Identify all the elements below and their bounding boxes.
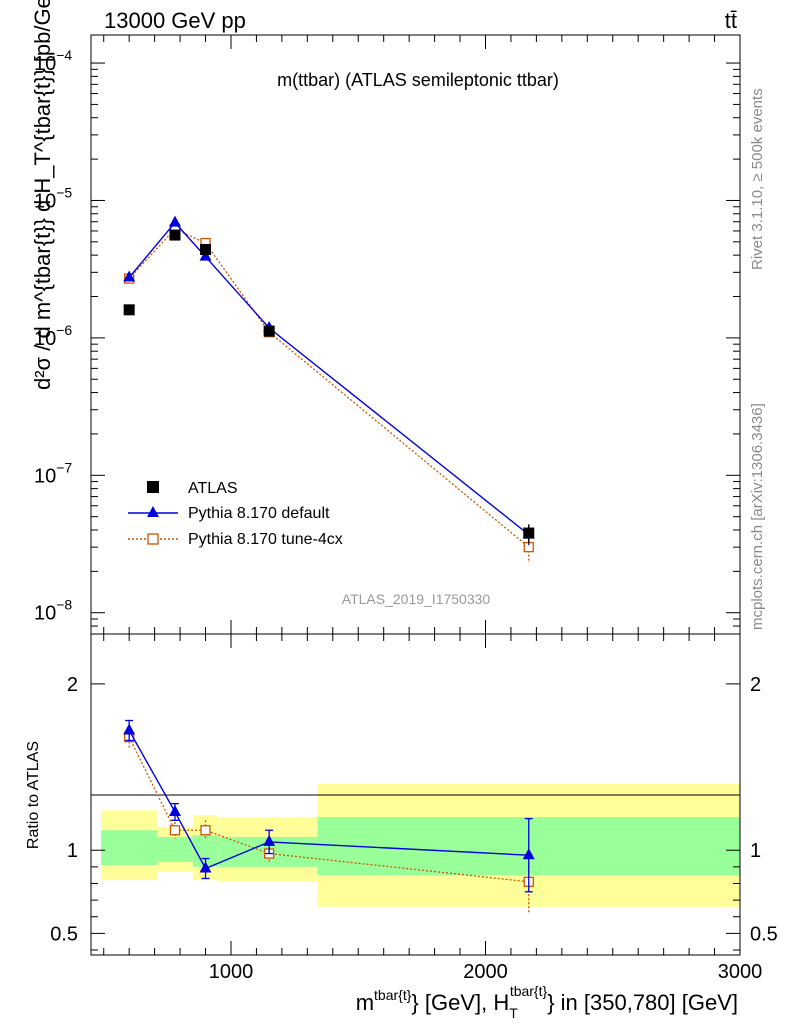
ratio-y-axis-label: Ratio to ATLAS <box>25 741 42 849</box>
ratio-y-tick-label-left: 0.5 <box>50 923 78 945</box>
main-y-axis: 10−8 10−7 10−6 10−5 10−4 <box>34 47 740 635</box>
ratio-series-group <box>123 719 535 914</box>
legend-marker-atlas <box>147 481 159 493</box>
ratio-y-tick-label-left: 1 <box>67 840 78 862</box>
legend: ATLAS Pythia 8.170 default Pythia 8.170 … <box>128 480 343 548</box>
ratio-bands-group <box>101 783 740 907</box>
ratio-point-pythia-8-170-default <box>123 723 136 735</box>
legend-marker-pythia-default <box>147 506 159 517</box>
ratio-line-pythia-8-170-tune-4cx <box>128 736 529 883</box>
main-point-pythia-8-170-default <box>199 249 212 261</box>
main-point-atlas <box>169 229 181 241</box>
ratio-point-pythia-8-170-tune-4cx <box>169 825 181 836</box>
ratio-x-tick-label: 1000 <box>209 961 254 983</box>
mcplots-label: mcplots.cern.ch [arXiv:1306.3436] <box>749 403 766 630</box>
ratio-band-inner <box>101 830 158 866</box>
ratio-y-tick-label-left: 2 <box>67 674 78 696</box>
ratio-y-tick-label-right: 0.5 <box>750 923 778 945</box>
main-point-atlas <box>200 243 212 255</box>
legend-label-atlas: ATLAS <box>188 480 238 497</box>
ratio-y-tick-label-right: 1 <box>750 840 761 862</box>
legend-label-pythia-default: Pythia 8.170 default <box>188 505 330 522</box>
main-x-axis <box>103 35 741 634</box>
header-right-label: tt̄ <box>725 8 737 33</box>
ratio-point-pythia-8-170-default <box>168 804 181 816</box>
legend-marker-pythia-4cx <box>147 533 159 545</box>
legend-label-pythia-4cx: Pythia 8.170 tune-4cx <box>188 531 343 548</box>
x-axis-label: mtbar{t}} [GeV], HTtbar{t}} in [350,780]… <box>356 983 738 1021</box>
rivet-label: Rivet 3.1.10, ≥ 500k events <box>749 88 766 270</box>
ratio-x-tick-label: 3000 <box>718 961 763 983</box>
main-point-pythia-8-170-default <box>123 270 136 282</box>
main-y-tick-label: 10−5 <box>34 184 72 212</box>
ratio-panel-frame <box>90 633 741 956</box>
main-point-atlas <box>523 527 535 539</box>
main-point-atlas <box>263 325 275 337</box>
main-point-atlas <box>123 304 135 316</box>
main-point-pythia-8-170-default <box>168 215 181 227</box>
analysis-label: ATLAS_2019_I1750330 <box>342 591 491 607</box>
ratio-x-tick-label: 2000 <box>463 961 508 983</box>
main-y-tick-label: 10−8 <box>34 597 72 625</box>
main-title: m(ttbar) (ATLAS semileptonic ttbar) <box>277 70 559 90</box>
main-y-axis-label: d²σ / d m^{tbar{t}} d H_T^{tbar{t}} [pb/… <box>30 0 55 390</box>
header-left-label: 13000 GeV pp <box>104 8 246 33</box>
ratio-point-pythia-8-170-default <box>199 861 212 873</box>
ratio-point-pythia-8-170-default <box>263 834 276 846</box>
main-y-tick-label: 10−6 <box>34 322 72 350</box>
ratio-axes: 0.5 0.5 1 1 2 2 1000 2000 3000 <box>50 634 778 983</box>
ratio-point-pythia-8-170-tune-4cx <box>200 825 211 836</box>
main-y-tick-label: 10−7 <box>34 459 72 487</box>
ratio-band-inner <box>157 836 193 862</box>
main-series-group <box>123 215 535 564</box>
ratio-point-pythia-8-170-default <box>522 848 535 860</box>
main-y-tick-label: 10−4 <box>34 47 72 75</box>
ratio-y-tick-label-right: 2 <box>750 674 761 696</box>
main-line-pythia-8-170-tune-4cx <box>128 228 530 548</box>
